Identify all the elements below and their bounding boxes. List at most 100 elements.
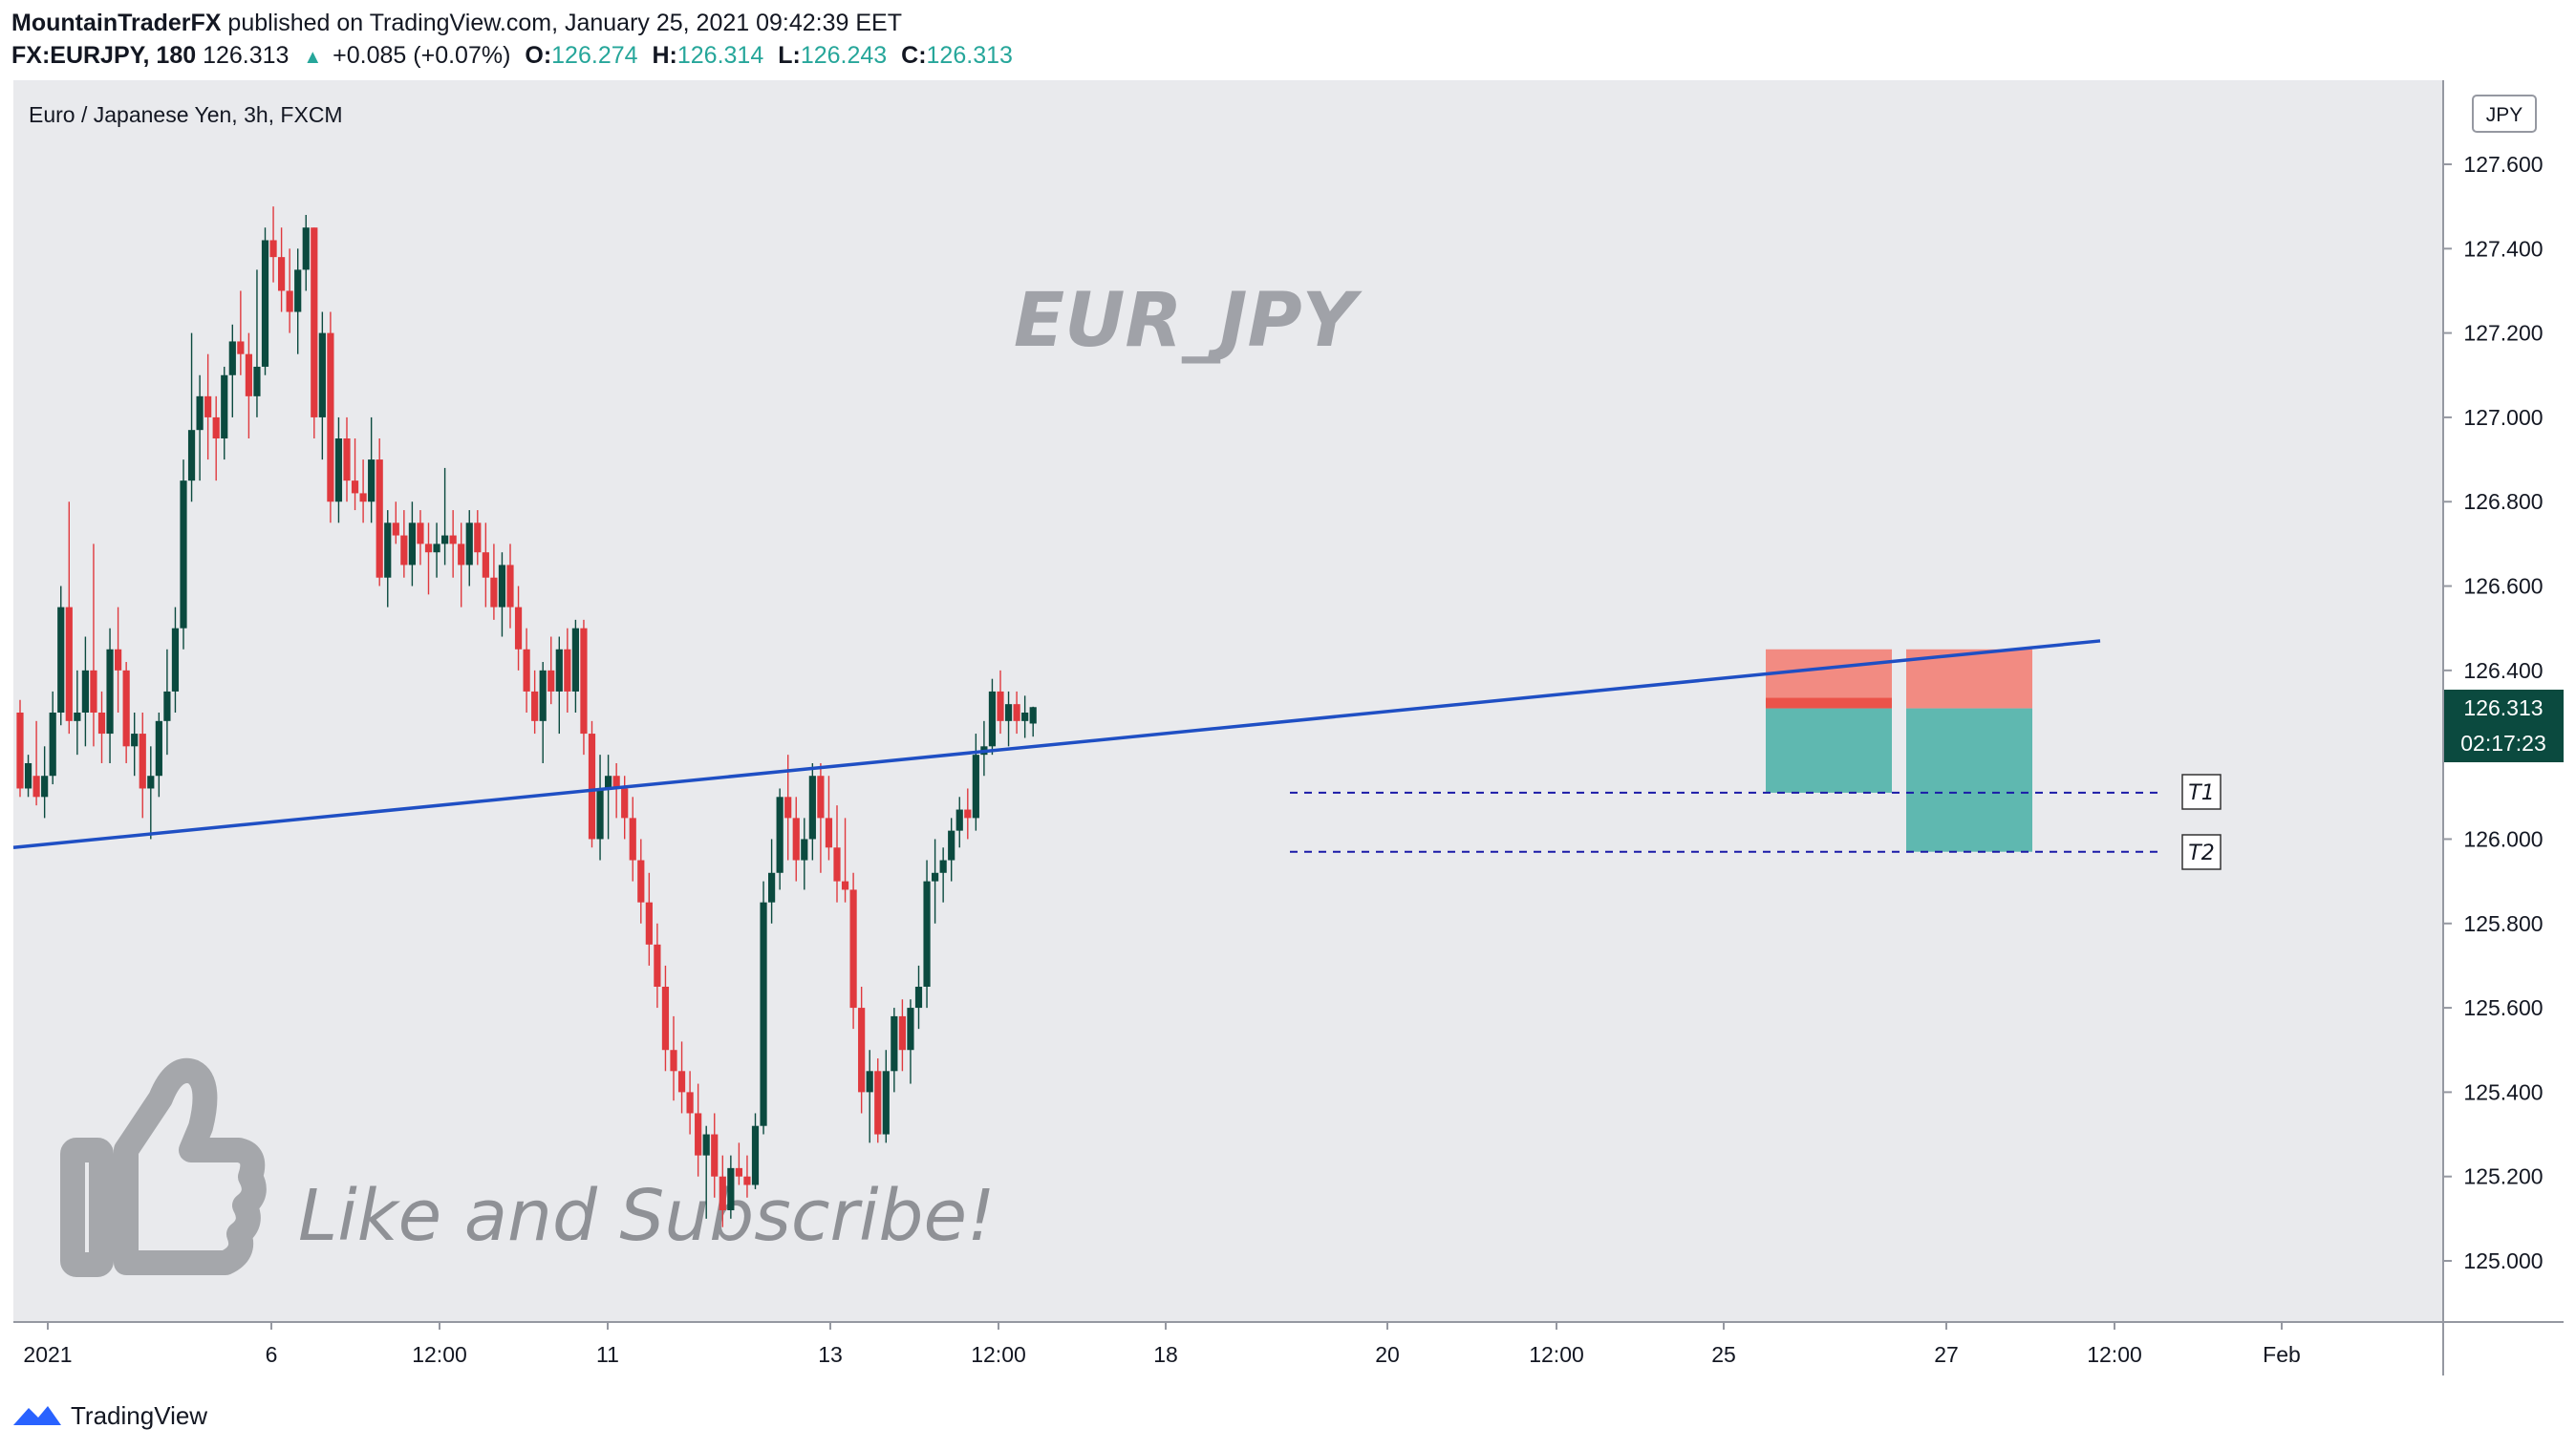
candle-body	[115, 649, 122, 671]
candle-body	[204, 395, 212, 417]
tradingview-logo-icon[interactable]	[11, 1402, 63, 1429]
open-label: O:	[525, 42, 552, 69]
candle-body	[997, 691, 1004, 721]
candle-body	[801, 839, 808, 861]
candle-body	[514, 607, 523, 650]
candle	[384, 510, 392, 608]
candle	[637, 839, 645, 924]
candle	[245, 332, 252, 438]
candle-body	[751, 1125, 760, 1185]
entry-marker	[1766, 697, 1892, 709]
candle-body	[768, 872, 776, 903]
candle	[932, 839, 939, 924]
candle-body	[539, 670, 547, 721]
candle-body	[343, 438, 351, 481]
low-value: 126.243	[800, 42, 888, 69]
candle	[376, 438, 383, 586]
candle-body	[1021, 713, 1029, 721]
low-label: L:	[778, 42, 801, 69]
candle	[923, 860, 931, 1009]
candle	[24, 755, 32, 798]
candle	[253, 269, 261, 417]
candle-body	[228, 341, 236, 375]
time-tick-label: Feb	[2263, 1342, 2301, 1367]
candle	[368, 416, 376, 523]
candle-body	[792, 818, 800, 861]
candle-body	[41, 776, 49, 798]
candle-body	[147, 776, 155, 789]
candle	[41, 746, 49, 819]
time-tick-label: 25	[1711, 1342, 1736, 1367]
candle	[1013, 691, 1020, 735]
author-name[interactable]: MountainTraderFX	[11, 10, 222, 36]
candle-body	[784, 797, 792, 819]
candle	[441, 467, 449, 565]
candle	[122, 662, 130, 763]
candle	[278, 227, 286, 312]
candle	[612, 762, 620, 819]
candle	[269, 206, 277, 283]
price-change: +0.085 (+0.07%)	[333, 42, 511, 69]
candle-body	[351, 480, 359, 494]
candle-body	[677, 1071, 686, 1093]
candle-body	[32, 776, 40, 798]
candle-body	[237, 341, 245, 354]
candle-body	[841, 881, 849, 890]
close-label: C:	[901, 42, 927, 69]
currency-label: JPY	[2486, 104, 2523, 126]
candle	[171, 607, 180, 713]
candle-body	[278, 257, 286, 291]
candle	[645, 872, 653, 966]
up-triangle-icon: ▲	[303, 47, 323, 68]
candle	[163, 649, 171, 756]
candle	[81, 636, 89, 747]
candle-body	[65, 607, 73, 721]
candle-body	[424, 544, 433, 553]
candle	[808, 762, 816, 861]
candle	[327, 311, 334, 523]
candle-body	[531, 691, 539, 721]
candle	[204, 353, 212, 460]
target-label-t1[interactable]: T1	[2181, 774, 2222, 810]
candle-body	[155, 720, 162, 777]
countdown-label: 02:17:23	[2460, 731, 2546, 756]
candle-body	[988, 691, 997, 747]
candle	[817, 762, 825, 873]
time-tick-label: 12:00	[2087, 1342, 2142, 1367]
candle	[147, 746, 155, 840]
tradingview-brand[interactable]: TradingView	[71, 1400, 208, 1430]
candle-body	[955, 809, 963, 831]
price-tick-label: 125.600	[2463, 995, 2543, 1020]
overlay-text: Like and Subscribe!	[298, 1175, 996, 1257]
symbol-label: FX:EURJPY, 180	[11, 42, 197, 69]
publish-info: MountainTraderFX published on TradingVie…	[11, 8, 902, 38]
instrument-title: Euro / Japanese Yen, 3h, FXCM	[29, 102, 343, 127]
trendline	[12, 639, 2101, 850]
time-tick-label: 6	[266, 1342, 278, 1367]
candle	[16, 699, 24, 798]
price-tick-label: 125.400	[2463, 1079, 2543, 1104]
candle	[661, 965, 670, 1072]
candle-body	[914, 987, 923, 1009]
time-tick-label: 20	[1375, 1342, 1400, 1367]
candle	[196, 374, 204, 481]
candle-body	[74, 713, 81, 721]
candle	[351, 438, 359, 511]
candle-body	[605, 776, 612, 789]
candle-body	[465, 522, 473, 565]
candle	[792, 797, 800, 882]
candle	[939, 847, 947, 903]
candle-body	[891, 1015, 898, 1072]
candle-body	[588, 734, 596, 840]
candle	[49, 691, 56, 785]
candle	[490, 544, 498, 620]
candle	[155, 713, 162, 798]
candle-body	[408, 522, 416, 565]
candle-body	[180, 480, 187, 629]
candle	[482, 522, 489, 608]
target-label-t2[interactable]: T2	[2181, 834, 2222, 870]
last-price: 126.313	[203, 42, 290, 69]
trade-zones	[1766, 649, 2032, 852]
currency-button[interactable]: JPY	[2472, 95, 2537, 133]
